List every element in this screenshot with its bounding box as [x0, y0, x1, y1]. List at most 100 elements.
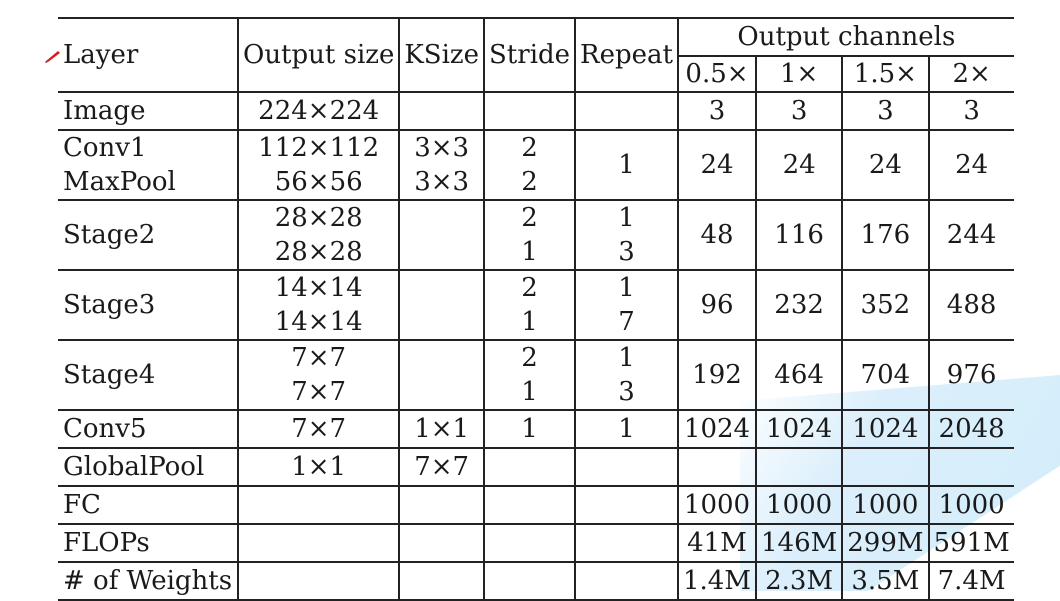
output-size-cell [238, 562, 401, 601]
output-size-value: 7×7 [291, 377, 347, 407]
repeat-cell [575, 486, 679, 525]
table-row: # of Weights 1.4M 2.3M 3.5M 7.4M [58, 562, 1014, 601]
channel-cell: 2048 [928, 410, 1014, 449]
header-layer: Layer [58, 17, 239, 93]
repeat-cell: 1 7 [575, 270, 679, 341]
ksize-value: 3×3 [414, 133, 470, 163]
ksize-cell [399, 562, 485, 601]
channel-cell: 464 [756, 340, 844, 411]
output-size-value: 14×14 [274, 307, 363, 337]
repeat-cell: 1 3 [575, 200, 679, 271]
channel-cell: 24 [756, 130, 844, 201]
repeat-value: 1 [618, 343, 635, 373]
stride-cell [484, 92, 577, 131]
stride-cell [484, 562, 577, 601]
table-row: GlobalPool 1×1 7×7 [58, 448, 1014, 487]
stride-value: 2 [521, 167, 538, 197]
header-ksize: KSize [399, 17, 485, 93]
channel-cell: 3 [842, 92, 930, 131]
channel-cell: 1000 [928, 486, 1014, 525]
stride-cell: 2 1 [484, 270, 577, 341]
ksize-cell: 7×7 [399, 448, 485, 487]
layer-cell: GlobalPool [58, 448, 239, 487]
channel-cell: 1.4M [677, 562, 757, 601]
stride-cell [484, 448, 577, 487]
header-multiplier: 0.5× [677, 56, 757, 93]
header-stride: Stride [484, 17, 577, 93]
repeat-value: 1 [618, 273, 635, 303]
repeat-cell: 1 [575, 130, 679, 201]
repeat-cell: 1 3 [575, 340, 679, 411]
ksize-cell [399, 92, 485, 131]
stride-value: 2 [521, 133, 538, 163]
stride-value: 2 [521, 273, 538, 303]
layer-cell: Image [58, 92, 239, 131]
stride-value: 2 [521, 343, 538, 373]
channel-cell: 2.3M [756, 562, 844, 601]
channel-cell: 3 [928, 92, 1014, 131]
output-size-cell: 1×1 [238, 448, 401, 487]
channel-cell: 24 [842, 130, 930, 201]
channel-cell: 1000 [756, 486, 844, 525]
channel-cell: 976 [928, 340, 1014, 411]
stride-value: 1 [521, 377, 538, 407]
table-row: Stage3 14×14 14×14 2 1 1 7 96 232 352 48… [58, 270, 1014, 341]
channel-cell: 146M [756, 524, 844, 563]
table-row: Conv5 7×7 1×1 1 1 1024 1024 1024 2048 [58, 410, 1014, 449]
repeat-cell [575, 524, 679, 563]
channel-cell: 176 [842, 200, 930, 271]
output-size-cell: 7×7 7×7 [238, 340, 401, 411]
table-row: Conv1 MaxPool 112×112 56×56 3×3 3×3 2 2 … [58, 130, 1014, 201]
channel-cell: 192 [677, 340, 757, 411]
output-size-cell: 28×28 28×28 [238, 200, 401, 271]
channel-cell: 3.5M [842, 562, 930, 601]
table-row: Stage2 28×28 28×28 2 1 1 3 48 116 176 24… [58, 200, 1014, 271]
channel-cell: 1024 [677, 410, 757, 449]
layer-name: Conv1 [63, 133, 147, 163]
channel-cell: 41M [677, 524, 757, 563]
stride-cell [484, 486, 577, 525]
channel-cell: 1024 [842, 410, 930, 449]
header-multiplier: 2× [928, 56, 1014, 93]
output-size-value: 28×28 [274, 237, 363, 267]
repeat-value: 7 [618, 307, 635, 337]
ksize-cell [399, 524, 485, 563]
channel-cell: 591M [928, 524, 1014, 563]
stride-cell: 1 [484, 410, 577, 449]
header-row: Layer Output size KSize Stride Repeat Ou… [58, 17, 1014, 93]
stride-cell [484, 524, 577, 563]
layer-cell: FC [58, 486, 239, 525]
channel-cell: 116 [756, 200, 844, 271]
header-multiplier: 1.5× [842, 56, 930, 93]
layer-cell: FLOPs [58, 524, 239, 563]
cropped-caption-bottom [0, 589, 1060, 600]
layer-cell: Stage2 [58, 200, 239, 271]
channel-cell [842, 448, 930, 487]
repeat-value: 3 [618, 377, 635, 407]
layer-cell: # of Weights [58, 562, 239, 601]
repeat-value: 3 [618, 237, 635, 267]
channel-cell: 299M [842, 524, 930, 563]
channel-cell: 7.4M [928, 562, 1014, 601]
ksize-cell: 1×1 [399, 410, 485, 449]
repeat-cell: 1 [575, 410, 679, 449]
output-size-cell: 14×14 14×14 [238, 270, 401, 341]
cropped-caption-top [0, 0, 1060, 16]
layer-cell: Stage4 [58, 340, 239, 411]
output-size-value: 56×56 [274, 167, 363, 197]
repeat-cell [575, 562, 679, 601]
channel-cell: 352 [842, 270, 930, 341]
stride-value: 2 [521, 203, 538, 233]
channel-cell: 244 [928, 200, 1014, 271]
channel-cell: 24 [677, 130, 757, 201]
channel-cell: 3 [677, 92, 757, 131]
channel-cell: 232 [756, 270, 844, 341]
output-size-value: 7×7 [291, 343, 347, 373]
header-repeat: Repeat [575, 17, 679, 93]
layer-name: MaxPool [63, 167, 176, 197]
output-size-cell [238, 524, 401, 563]
channel-cell: 24 [928, 130, 1014, 201]
channel-cell [677, 448, 757, 487]
layer-cell: Conv5 [58, 410, 239, 449]
output-size-cell: 112×112 56×56 [238, 130, 401, 201]
